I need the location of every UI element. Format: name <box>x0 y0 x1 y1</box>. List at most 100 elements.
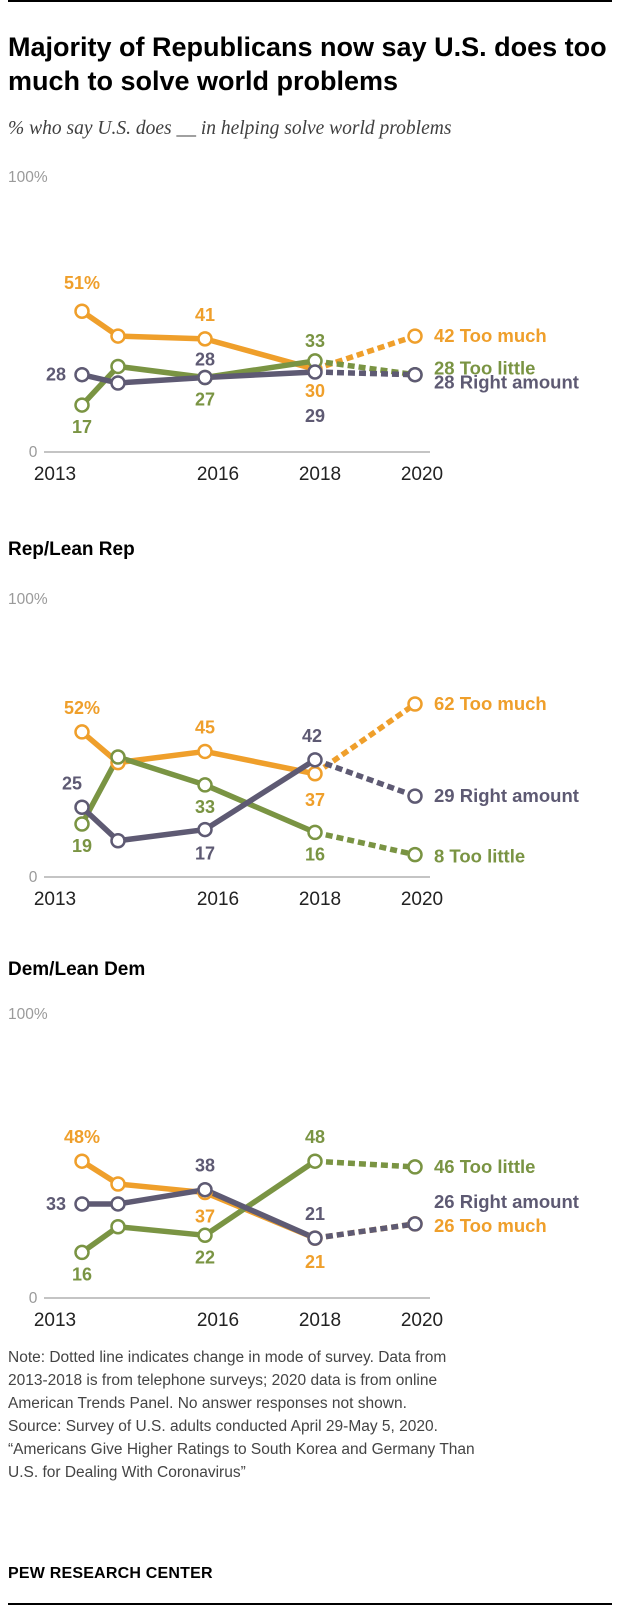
series-line-right-amount <box>79 369 318 386</box>
end-label-right-amount: 28 Right amount <box>434 372 579 393</box>
data-label-right-amount: 28 <box>195 349 215 369</box>
series-dotted-line-too-little <box>314 1158 416 1170</box>
data-point-right-amount <box>74 1196 90 1212</box>
series-dotted-line-right-amount <box>314 369 416 378</box>
data-point-too-much <box>197 331 213 347</box>
series-dotted-line-too-much <box>313 701 417 777</box>
x-tick-label: 2020 <box>401 1310 443 1331</box>
panel-title: Rep/Lean Rep <box>8 539 135 560</box>
x-tick-label: 2018 <box>299 464 341 485</box>
data-point-too-much <box>197 743 213 760</box>
data-point-right-amount <box>407 366 423 383</box>
source-line: “Americans Give Higher Ratings to South … <box>8 1441 475 1458</box>
series-dotted-line-too-little <box>314 829 416 858</box>
source-line: Source: Survey of U.S. adults conducted … <box>8 1418 438 1435</box>
data-label-too-little: 17 <box>72 417 92 437</box>
data-point-right-amount <box>407 1216 423 1232</box>
data-point-too-much <box>307 766 323 782</box>
x-tick-label: 2016 <box>197 1310 239 1331</box>
data-point-right-amount <box>407 788 423 804</box>
data-label-too-little: 22 <box>195 1247 215 1267</box>
data-point-too-little <box>307 1153 323 1169</box>
y-tick-label: 0 <box>29 1290 38 1307</box>
source-line: U.S. for Dealing With Coronavirus” <box>8 1464 246 1481</box>
data-label-too-little: 27 <box>195 389 215 409</box>
x-tick-label: 2016 <box>197 464 239 485</box>
data-point-too-little <box>110 358 126 375</box>
x-tick-label: 2013 <box>34 889 76 910</box>
data-point-right-amount <box>110 832 126 849</box>
data-point-right-amount <box>197 369 213 386</box>
series-line-right-amount <box>79 757 318 844</box>
data-point-too-much <box>74 724 90 740</box>
data-label-too-little: 33 <box>195 797 215 817</box>
chart-title: Majority of Republicans now say U.S. doe… <box>8 32 607 96</box>
series-line-too-little <box>79 1158 318 1256</box>
panel-title: Dem/Lean Dem <box>8 959 145 980</box>
data-label-too-much: 21 <box>305 1252 325 1272</box>
end-label-too-much: 42 Too much <box>434 325 547 346</box>
data-point-too-little <box>110 749 126 765</box>
top-rule <box>8 0 612 2</box>
note-line: American Trends Panel. No answer respons… <box>8 1395 407 1412</box>
data-label-too-little: 16 <box>305 844 325 864</box>
data-point-right-amount <box>110 375 126 391</box>
data-label-right-amount: 17 <box>195 844 215 864</box>
data-point-too-much <box>407 328 423 344</box>
data-label-too-much: 52% <box>64 698 100 718</box>
y-tick-label: 0 <box>29 869 38 886</box>
end-label-too-little: 46 Too little <box>434 1156 535 1177</box>
data-point-too-little <box>74 397 90 413</box>
data-point-too-much <box>74 1153 90 1169</box>
note-line: Note: Dotted line indicates change in mo… <box>8 1349 447 1366</box>
data-label-too-little: 16 <box>72 1264 92 1284</box>
chart-rep-lean-rep: Rep/Lean Rep 100% 0 2013 2016 2018 2020 52% 45 37… <box>8 539 579 910</box>
series-dotted-line-too-little <box>314 358 416 378</box>
data-label-too-much: 37 <box>305 790 325 810</box>
data-point-right-amount <box>74 799 90 815</box>
data-point-right-amount <box>197 821 213 838</box>
data-point-too-little <box>110 1219 126 1235</box>
end-label-too-little: 8 Too little <box>434 846 525 867</box>
data-point-too-little <box>74 816 90 832</box>
bottom-rule <box>8 1603 612 1605</box>
series-line-too-much <box>79 729 318 777</box>
y-tick-label: 100% <box>8 169 48 186</box>
data-label-right-amount: 38 <box>195 1156 215 1176</box>
data-label-right-amount: 21 <box>305 1204 325 1224</box>
y-tick-label: 100% <box>8 1006 48 1023</box>
data-point-right-amount <box>307 364 323 380</box>
data-label-right-amount: 28 <box>46 365 66 385</box>
data-point-too-little <box>407 1159 423 1175</box>
x-tick-label: 2013 <box>34 464 76 485</box>
data-label-too-much: 41 <box>195 305 215 325</box>
data-label-right-amount: 42 <box>302 726 322 746</box>
chart-subtitle: % who say U.S. does __ in helping solve … <box>8 118 452 139</box>
x-tick-label: 2020 <box>401 889 443 910</box>
series-line-too-little <box>79 358 318 408</box>
series-line-right-amount <box>79 1186 318 1241</box>
data-label-right-amount: 29 <box>305 406 325 426</box>
data-point-right-amount <box>74 366 90 383</box>
data-label-too-much: 45 <box>195 717 215 737</box>
data-point-right-amount <box>110 1196 126 1212</box>
end-label-too-much: 62 Too much <box>434 693 547 714</box>
end-label-right-amount: 29 Right amount <box>434 785 579 806</box>
data-label-too-little: 48 <box>305 1127 325 1147</box>
end-label-right-amount: 26 Right amount <box>434 1191 579 1212</box>
data-label-too-much: 37 <box>195 1207 215 1227</box>
chart-total: 100% 0 2013 2016 2018 2020 51% 41 30 42 Too much 1… <box>8 169 579 485</box>
x-tick-label: 2018 <box>299 1310 341 1331</box>
y-tick-label: 100% <box>8 591 48 608</box>
data-point-too-much <box>74 303 90 319</box>
data-point-too-much <box>110 328 126 344</box>
data-label-too-much: 30 <box>305 381 325 401</box>
note-line: 2013-2018 is from telephone surveys; 202… <box>8 1372 438 1389</box>
data-label-too-much: 51% <box>64 273 100 293</box>
data-point-right-amount <box>307 1230 323 1246</box>
series-dotted-line-right-amount <box>314 1221 416 1241</box>
data-point-too-much <box>110 1176 126 1192</box>
data-point-right-amount <box>197 1181 213 1198</box>
end-label-too-little: 28 Too little <box>434 358 535 379</box>
series-line-too-much <box>79 308 318 372</box>
